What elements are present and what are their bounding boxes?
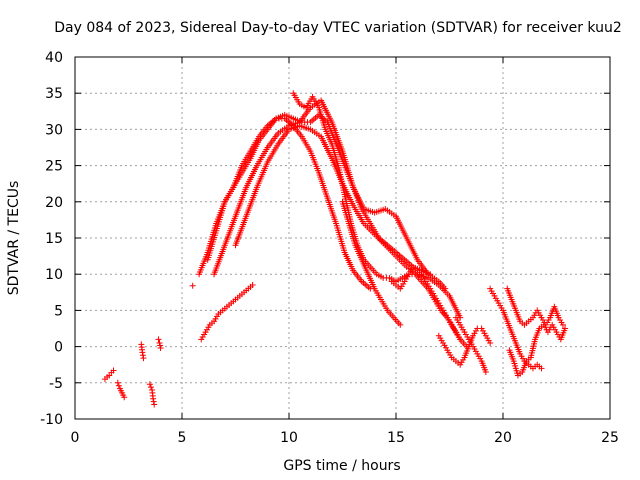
series-arc-low-1 xyxy=(198,282,256,343)
data-point xyxy=(115,382,122,389)
chart-title: Day 084 of 2023, Sidereal Day-to-day VTE… xyxy=(54,20,622,36)
data-point xyxy=(155,336,162,343)
series-arc-early-b xyxy=(114,379,128,401)
y-tick-label: 0 xyxy=(54,340,63,356)
series-arc-early-d xyxy=(146,381,158,408)
data-point xyxy=(457,336,464,343)
y-tick-label: 15 xyxy=(45,231,63,247)
y-tick-label: 30 xyxy=(45,122,63,138)
plot-frame xyxy=(74,56,611,420)
x-axis-label: GPS time / hours xyxy=(283,458,400,474)
data-point xyxy=(121,394,128,401)
data-point xyxy=(562,325,569,332)
data-point xyxy=(487,339,494,346)
series-arc-late-6 xyxy=(478,325,494,346)
data-point xyxy=(146,381,153,388)
series-arc-late-4 xyxy=(504,285,566,328)
series-arc-early-e xyxy=(155,336,164,352)
x-tick-label: 0 xyxy=(71,430,80,446)
y-tick-label: -10 xyxy=(40,412,63,428)
y-tick-label: 35 xyxy=(45,86,63,102)
tick-labels: 0 5 10 15 20 25 -10 -5 0 5 10 15 20 25 30 35 40 xyxy=(40,50,619,446)
series-arc-late-3 xyxy=(487,285,545,372)
y-tick-label: 5 xyxy=(54,303,63,319)
data-point xyxy=(249,282,256,289)
x-tick-label: 5 xyxy=(178,430,187,446)
data-point xyxy=(139,349,146,356)
data-point xyxy=(157,342,164,349)
series-arc-descent-b xyxy=(388,263,464,343)
series-arc-late-2 xyxy=(452,314,489,375)
series-arc-pre xyxy=(189,282,196,289)
data-point xyxy=(559,321,566,328)
data-marks xyxy=(101,90,569,408)
data-point xyxy=(189,282,196,289)
grid xyxy=(75,57,610,419)
data-point xyxy=(140,355,147,362)
data-point xyxy=(151,401,158,408)
series-arc-early-a xyxy=(101,367,117,383)
y-tick-label: 10 xyxy=(45,267,63,283)
series-arc-descent-a xyxy=(339,198,404,328)
y-axis-label: SDTVAR / TECUs xyxy=(6,181,22,296)
data-point xyxy=(114,379,121,386)
data-point xyxy=(482,368,489,375)
series-arc-early-c xyxy=(138,341,147,362)
series-arc-late-1 xyxy=(435,325,481,368)
data-point xyxy=(110,367,117,374)
x-tick-label: 10 xyxy=(280,430,298,446)
x-tick-label: 25 xyxy=(601,430,619,446)
data-point xyxy=(139,352,146,359)
data-point xyxy=(147,384,154,391)
x-tick-label: 15 xyxy=(387,430,405,446)
x-tick-label: 20 xyxy=(494,430,512,446)
data-point xyxy=(538,365,545,372)
data-point xyxy=(397,321,404,328)
series-arc-3 xyxy=(211,97,449,292)
data-point xyxy=(150,398,157,405)
y-tick-label: 20 xyxy=(45,195,63,211)
y-tick-label: 40 xyxy=(45,50,63,66)
data-point xyxy=(157,345,164,352)
data-point xyxy=(150,395,157,402)
series-arc-late-5 xyxy=(506,321,569,379)
data-point xyxy=(156,339,163,346)
y-tick-label: -5 xyxy=(49,376,63,392)
y-tick-label: 25 xyxy=(45,159,63,175)
